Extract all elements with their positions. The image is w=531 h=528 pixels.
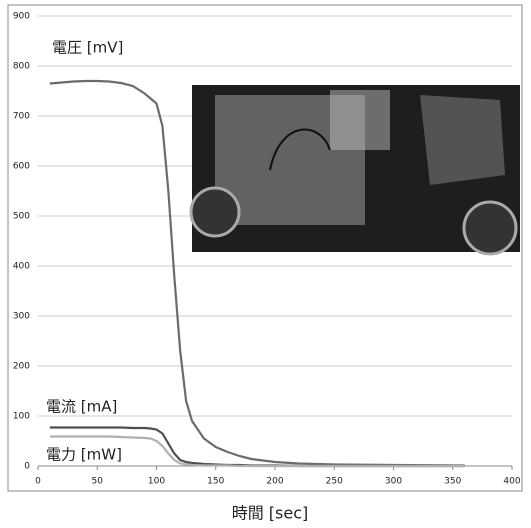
inset-photo [191, 85, 520, 254]
series-label: 電圧 [mV] [52, 39, 123, 57]
y-tick-label: 100 [13, 412, 30, 422]
y-tick-label: 900 [13, 12, 30, 22]
x-tick-label: 50 [92, 477, 104, 487]
y-tick-label: 300 [13, 312, 30, 322]
y-tick-label: 0 [24, 462, 30, 472]
x-tick-label: 150 [207, 477, 224, 487]
chart: 時間 [sec] 0 100 200 300 400 500 600 700 800 900 0 50… [0, 0, 531, 528]
y-tick-label: 600 [13, 162, 30, 172]
x-tick-label: 300 [385, 477, 402, 487]
x-tick-label: 100 [148, 477, 165, 487]
series-label: 電力 [mW] [46, 446, 122, 464]
x-tick-label: 250 [326, 477, 343, 487]
y-tick-label: 400 [13, 262, 30, 272]
y-tick-label: 500 [13, 212, 30, 222]
y-tick-label: 700 [13, 112, 30, 122]
y-tick-label: 800 [13, 62, 30, 72]
x-axis-title: 時間 [sec] [232, 504, 309, 523]
x-tick-label: 350 [444, 477, 461, 487]
series-label: 電流 [mA] [46, 398, 117, 416]
x-tick-label: 400 [503, 477, 520, 487]
y-tick-label: 200 [13, 362, 30, 372]
x-tick-label: 0 [35, 477, 41, 487]
x-tick-label: 200 [266, 477, 283, 487]
